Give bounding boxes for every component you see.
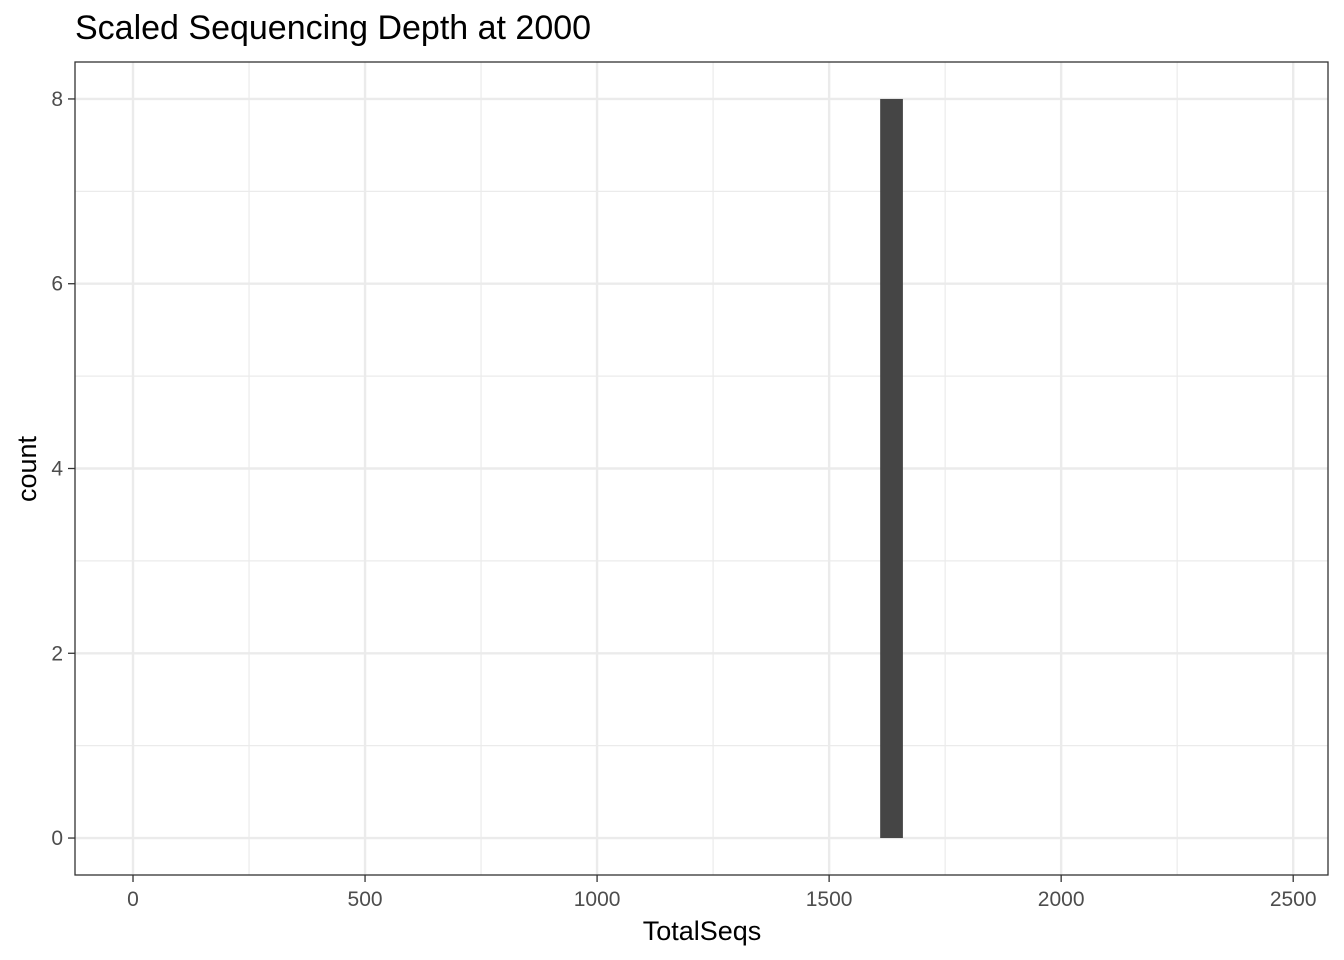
y-axis-title: count (12, 435, 42, 502)
histogram-bar (880, 98, 903, 839)
x-tick-label: 1500 (806, 888, 853, 911)
x-tick-label: 2000 (1038, 888, 1085, 911)
y-tick-label: 0 (51, 827, 63, 850)
bars (880, 98, 903, 839)
major-gridlines (75, 62, 1328, 875)
y-tick-label: 4 (51, 458, 63, 481)
chart-title: Scaled Sequencing Depth at 2000 (75, 9, 591, 47)
y-tick-label: 2 (51, 642, 63, 665)
y-tick-label: 8 (51, 88, 63, 111)
y-tick-label: 6 (51, 273, 63, 296)
x-axis-title: TotalSeqs (643, 916, 762, 946)
x-tick-label: 500 (348, 888, 383, 911)
x-tick-label: 0 (127, 888, 139, 911)
x-tick-label: 1000 (574, 888, 621, 911)
y-axis-ticks: 0 2 4 6 8 (51, 88, 75, 850)
x-axis-ticks: 0 500 1000 1500 2000 2500 (127, 875, 1317, 911)
x-tick-label: 2500 (1270, 888, 1317, 911)
